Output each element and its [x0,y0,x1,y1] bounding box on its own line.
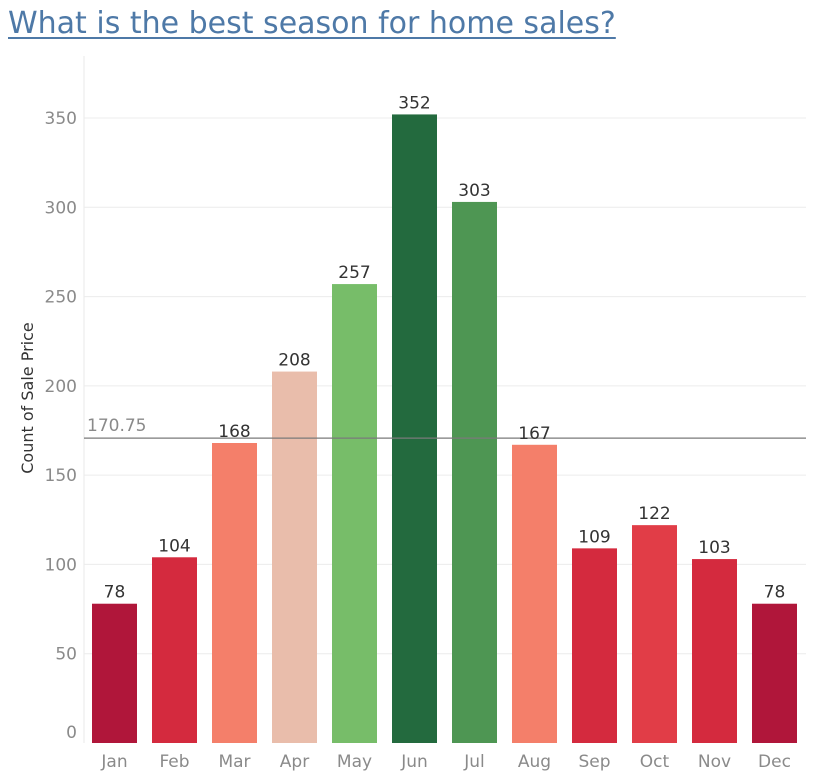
data-labels: 78 104 168 208 257 352 303 167 109 122 103 78 [104,93,786,602]
data-label: 352 [398,93,430,113]
data-label: 122 [638,504,670,524]
bar-jul[interactable] [452,201,497,743]
x-tick-label: Apr [280,752,309,772]
bar-dec[interactable] [752,603,797,743]
reference-line-label: 170.75 [87,416,146,436]
bar-nov[interactable] [692,559,737,743]
y-tick-label: 250 [45,288,77,308]
x-tick-label: Sep [578,752,610,772]
data-label: 78 [764,583,786,603]
bar-jan[interactable] [92,603,137,743]
bar-oct[interactable] [632,525,677,743]
data-label: 104 [158,536,190,556]
data-label: 257 [338,263,370,283]
y-tick-label: 300 [45,198,77,218]
y-tick-label: 100 [45,555,77,575]
reference-line-group: 170.75 [84,416,806,439]
x-tick-label: Mar [218,752,250,772]
bar-mar[interactable] [212,443,257,743]
x-axis-ticks: Jan Feb Mar Apr May Jun Jul Aug Sep Oct Nov Dec [100,752,791,772]
bars [92,114,797,743]
data-label: 168 [218,422,250,442]
y-tick-label: 350 [45,109,77,129]
x-tick-label: Aug [518,752,551,772]
x-tick-label: Dec [758,752,791,772]
bar-aug[interactable] [512,444,557,743]
y-tick-label: 50 [55,645,77,665]
y-axis-ticks: 0 50 100 150 200 250 300 350 [45,109,77,743]
chart-title[interactable]: What is the best season for home sales? [8,6,616,41]
data-label: 109 [578,527,610,547]
x-tick-label: Jun [400,752,428,772]
x-tick-label: Nov [698,752,731,772]
x-tick-label: Jul [463,752,485,772]
x-tick-label: Oct [640,752,670,772]
data-label: 103 [698,538,730,558]
y-tick-label: 200 [45,377,77,397]
gridlines [83,56,806,743]
x-tick-label: Feb [159,752,189,772]
y-axis-title: Count of Sale Price [18,322,37,473]
x-tick-label: May [337,752,372,772]
bar-feb[interactable] [152,557,197,743]
bar-apr[interactable] [272,371,317,743]
x-tick-label: Jan [100,752,127,772]
data-label: 303 [458,181,490,201]
data-label: 208 [278,351,310,371]
bar-sep[interactable] [572,548,617,743]
bar-jun[interactable] [392,114,437,743]
data-label: 167 [518,424,550,444]
y-tick-label: 0 [66,723,77,743]
bar-may[interactable] [332,284,377,743]
y-tick-label: 150 [45,466,77,486]
data-label: 78 [104,583,126,603]
